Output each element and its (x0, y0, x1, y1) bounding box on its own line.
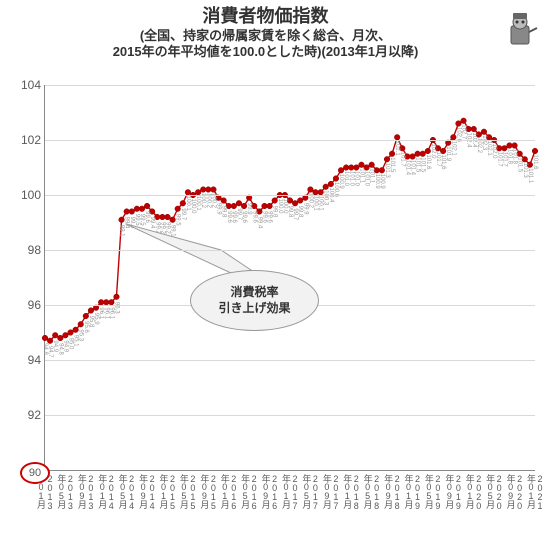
series-marker (496, 145, 502, 151)
series-marker (42, 335, 48, 341)
x-tick-label: 2018年05月 (363, 474, 381, 510)
y-tick-label: 100 (21, 188, 41, 202)
gridline (45, 415, 535, 416)
series-marker (124, 209, 130, 215)
gridline (45, 360, 535, 361)
gridline (45, 250, 535, 251)
series-marker (114, 294, 120, 300)
series-marker (359, 162, 365, 168)
x-tick-label: 2016年05月 (240, 474, 258, 510)
x-tick-label: 2020年09月 (506, 474, 524, 510)
series-marker (236, 200, 242, 206)
x-tick-label: 2015年05月 (179, 474, 197, 510)
x-tick-label: 2016年09月 (261, 474, 279, 510)
x-tick-label: 2017年05月 (301, 474, 319, 510)
y-tick-label: 96 (28, 298, 41, 312)
data-label: 101.1 (527, 168, 533, 184)
data-label: 102.1 (450, 141, 456, 157)
series-marker (226, 203, 232, 209)
series-marker (512, 143, 518, 149)
chart-title: 消費者物価指数 (40, 6, 491, 28)
x-tick-label: 2017年01月 (281, 474, 299, 510)
x-tick-label: 2019年01月 (404, 474, 422, 510)
series-marker (211, 187, 217, 193)
x-tick-label: 2020年05月 (485, 474, 503, 510)
series-marker (405, 154, 411, 160)
series-marker (149, 209, 155, 215)
mascot-icon (499, 8, 541, 50)
y-tick-label: 92 (28, 408, 41, 422)
series-marker (262, 203, 268, 209)
series-marker (415, 151, 421, 157)
x-tick-label: 2013年05月 (56, 474, 74, 510)
x-tick-label: 2014年01月 (97, 474, 115, 510)
series-marker (308, 187, 314, 193)
series-marker (435, 145, 441, 151)
y-tick-label: 94 (28, 353, 41, 367)
title-block: 消費者物価指数 (全国、持家の帰属家賃を除く総合、月次、 2015年の年平均値を… (40, 6, 491, 60)
series-marker (369, 162, 375, 168)
callout-line2: 引き上げ効果 (197, 301, 312, 317)
data-label: 101.6 (532, 154, 538, 170)
y-origin-badge: 90 (20, 462, 50, 484)
series-marker (471, 126, 477, 132)
x-tick-label: 2015年09月 (199, 474, 217, 510)
series-marker (522, 156, 528, 162)
x-tick-label: 2016年01月 (220, 474, 238, 510)
callout-box: 消費税率引き上げ効果 (190, 270, 319, 331)
series-marker (144, 203, 150, 209)
x-tick-label: 2014年09月 (138, 474, 156, 510)
x-tick-label: 2013年09月 (77, 474, 95, 510)
series-marker (348, 165, 354, 171)
series-marker (287, 198, 293, 204)
data-label: 101.5 (389, 157, 395, 173)
chart-subtitle-1: (全国、持家の帰属家賃を除く総合、月次、 (40, 28, 491, 44)
series-marker (466, 126, 472, 132)
x-tick-label: 2017年09月 (322, 474, 340, 510)
series-marker (154, 214, 160, 220)
series-marker (206, 187, 212, 193)
x-tick-label: 2019年09月 (444, 474, 462, 510)
x-tick-label: 2018年01月 (342, 474, 360, 510)
series-marker (165, 214, 171, 220)
series-marker (399, 145, 405, 151)
series-marker (200, 187, 206, 193)
y-tick-label: 102 (21, 133, 41, 147)
series-marker (507, 143, 513, 149)
series-marker (532, 148, 538, 154)
data-label: 99.1 (170, 225, 176, 237)
series-marker (251, 203, 257, 209)
series-marker (481, 129, 487, 135)
gridline (45, 140, 535, 141)
x-tick-label: 2014年05月 (118, 474, 136, 510)
chart-container: 消費者物価指数 (全国、持家の帰属家賃を除く総合、月次、 2015年の年平均値を… (0, 0, 551, 551)
series-marker (461, 118, 467, 124)
series-marker (374, 167, 380, 173)
series-marker (221, 198, 227, 204)
x-tick-label: 2015年01月 (159, 474, 177, 510)
series-marker (343, 165, 349, 171)
data-label: 96.3 (113, 302, 119, 314)
series-marker (134, 206, 140, 212)
y-origin-value: 90 (29, 467, 41, 479)
x-tick-label: 2021年01月 (526, 474, 544, 510)
chart-subtitle-2: 2015年の年平均値を100.0とした時)(2013年1月以降) (40, 44, 491, 60)
x-tick-label: 2020年01月 (465, 474, 483, 510)
gridline (45, 195, 535, 196)
series-marker (517, 151, 523, 157)
y-tick-label: 104 (21, 78, 41, 92)
callout-line1: 消費税率 (197, 285, 312, 301)
x-tick-label: 2018年09月 (383, 474, 401, 510)
y-tick-label: 98 (28, 243, 41, 257)
series-marker (160, 214, 166, 220)
series-marker (52, 332, 58, 338)
x-tick-label: 2019年05月 (424, 474, 442, 510)
gridline (45, 85, 535, 86)
callout-leader (126, 224, 251, 274)
